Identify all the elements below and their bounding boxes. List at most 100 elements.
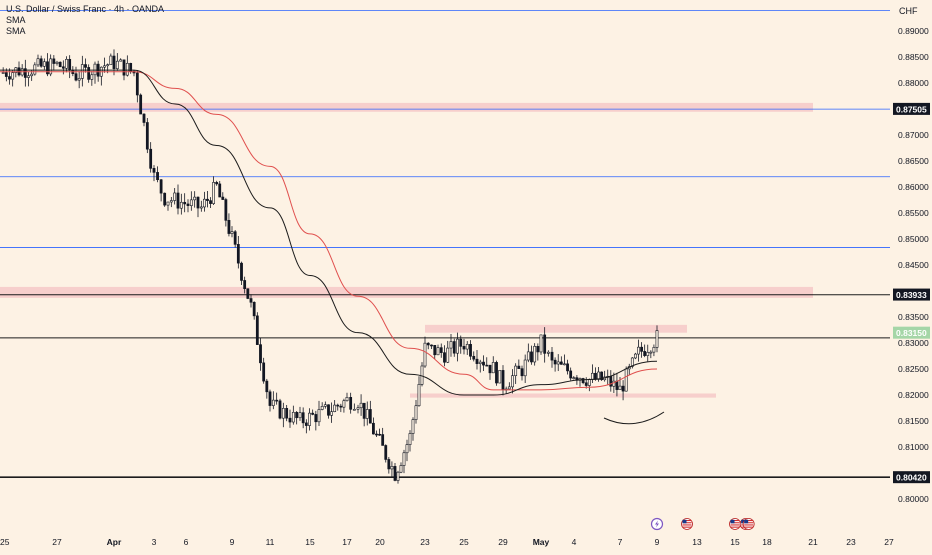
- candle-body: [556, 361, 560, 365]
- candle-body: [112, 55, 116, 69]
- candle-body: [349, 397, 353, 410]
- candle: [420, 362, 424, 387]
- candle: [339, 403, 343, 413]
- candle-body: [456, 338, 459, 354]
- candle-body: [27, 75, 30, 78]
- candle-body: [356, 407, 360, 410]
- candle: [330, 402, 333, 423]
- candle-body: [230, 231, 234, 234]
- time-tick-label: 4: [572, 537, 577, 547]
- candle: [405, 439, 409, 462]
- candle-body: [163, 192, 167, 206]
- candle: [342, 398, 346, 413]
- candle-body: [196, 196, 200, 209]
- candle-body: [236, 244, 240, 264]
- candle-body: [417, 384, 421, 407]
- price-tick-label: 0.83500: [898, 312, 929, 322]
- candle-body: [209, 200, 212, 204]
- sma-indicator-label[interactable]: SMA: [6, 15, 26, 25]
- candle: [149, 142, 153, 173]
- candle: [643, 344, 647, 358]
- candle: [176, 184, 180, 215]
- candle-body: [106, 64, 110, 67]
- candle: [317, 400, 321, 426]
- candle: [236, 235, 240, 269]
- candle-body: [488, 364, 492, 374]
- candle: [183, 193, 187, 213]
- candle: [411, 417, 415, 441]
- candle-body: [452, 341, 456, 354]
- candle-body: [523, 359, 527, 377]
- flag-canton: [730, 519, 735, 524]
- time-tick-label: May: [533, 537, 550, 547]
- candle: [281, 402, 285, 428]
- candle-body: [475, 358, 479, 364]
- candle-body: [212, 182, 216, 204]
- candle: [152, 165, 156, 182]
- candle-body: [507, 386, 511, 390]
- candle-body: [330, 411, 333, 416]
- candle-body: [77, 78, 81, 81]
- candle-body: [520, 368, 524, 377]
- candle-body: [268, 391, 272, 406]
- candle-body: [149, 148, 153, 169]
- candle-body: [339, 405, 343, 408]
- candle-body: [203, 198, 206, 208]
- candle: [199, 200, 203, 212]
- candle: [230, 226, 234, 238]
- time-tick-label: 23: [420, 537, 430, 547]
- candle-body: [449, 341, 453, 349]
- candle-body: [304, 422, 308, 426]
- candle-body: [125, 62, 129, 76]
- candle: [581, 377, 585, 385]
- candle: [145, 118, 149, 154]
- candle: [652, 344, 656, 357]
- candle: [426, 342, 430, 350]
- candle-body: [109, 55, 113, 65]
- candle: [268, 389, 272, 412]
- flag-stripe: [744, 522, 754, 524]
- sma-indicator-label[interactable]: SMA: [6, 26, 26, 36]
- candle: [135, 70, 139, 103]
- candle-body: [42, 61, 46, 67]
- candle: [459, 335, 463, 354]
- candle: [311, 409, 315, 416]
- candle: [536, 343, 540, 361]
- candle-body: [311, 412, 315, 415]
- candle: [87, 64, 91, 83]
- candle-body: [411, 419, 415, 434]
- candle: [233, 230, 237, 248]
- candle-body: [39, 58, 43, 67]
- price-tick-label: 0.84500: [898, 260, 929, 270]
- candle-body: [655, 330, 659, 348]
- candle-body: [255, 315, 259, 345]
- candle: [375, 430, 378, 438]
- candle-body: [600, 371, 604, 381]
- candle: [546, 350, 550, 357]
- candle-body: [327, 404, 330, 416]
- candle: [390, 461, 394, 478]
- candle-body: [624, 368, 628, 392]
- candle-body: [199, 206, 203, 209]
- candle-body: [640, 346, 643, 352]
- candle: [27, 71, 30, 87]
- symbol-title[interactable]: U.S. Dollar / Swiss Franc · 4h · OANDA: [6, 4, 165, 14]
- candle: [488, 364, 492, 380]
- candle-body: [597, 371, 600, 380]
- candle: [8, 68, 11, 85]
- us-flag-icon: [729, 518, 741, 530]
- candle: [206, 190, 209, 208]
- chart-legend: U.S. Dollar / Swiss Franc · 4h · OANDA S…: [6, 4, 164, 37]
- candle: [646, 344, 650, 362]
- candle-body: [52, 58, 56, 64]
- sma-fast-line: [0, 69, 658, 396]
- candle: [526, 343, 530, 363]
- candle-body: [152, 168, 156, 173]
- candle-body: [587, 378, 591, 386]
- candle-body: [122, 59, 126, 76]
- candle-body: [443, 352, 446, 363]
- candle: [23, 59, 27, 87]
- candle-body: [281, 407, 285, 419]
